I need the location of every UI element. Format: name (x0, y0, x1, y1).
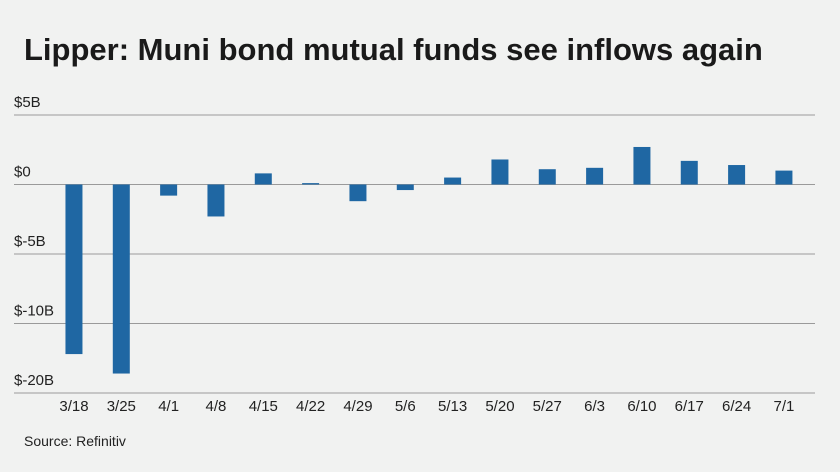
x-tick-label: 5/20 (485, 398, 514, 415)
x-tick-label: 5/13 (438, 398, 467, 415)
bar (538, 169, 556, 185)
bar (112, 184, 130, 374)
bar (775, 170, 793, 185)
x-tick-label: 6/10 (627, 398, 656, 415)
x-tick-label: 6/24 (722, 398, 751, 415)
x-tick-label: 7/1 (774, 398, 795, 415)
bar (633, 146, 651, 185)
x-tick-label: 3/18 (59, 398, 88, 415)
y-tick-label: $-10B (14, 303, 54, 320)
bar (444, 177, 462, 185)
x-tick-label: 4/22 (296, 398, 325, 415)
bar (302, 183, 320, 185)
bar (207, 184, 225, 217)
y-tick-label: $-20B (14, 372, 54, 389)
x-tick-label: 5/27 (533, 398, 562, 415)
chart-title: Lipper: Muni bond mutual funds see inflo… (24, 32, 763, 67)
x-tick-label: 6/3 (584, 398, 605, 415)
x-tick-label: 4/8 (206, 398, 227, 415)
y-tick-label: $0 (14, 164, 31, 181)
source: Source: Refinitiv (24, 433, 126, 449)
x-tick-label: 6/17 (675, 398, 704, 415)
y-tick-label: $-5B (14, 233, 46, 250)
x-tick-label: 5/6 (395, 398, 416, 415)
bar (586, 167, 604, 185)
bar (680, 160, 698, 185)
bar (728, 165, 746, 185)
bar (254, 173, 272, 185)
bar (396, 184, 414, 191)
x-tick-label: 4/15 (249, 398, 278, 415)
x-tick-label: 4/29 (343, 398, 372, 415)
x-tick-label: 3/25 (107, 398, 136, 415)
x-tick-label: 4/1 (158, 398, 179, 415)
bar (160, 184, 178, 196)
y-tick-label: $5B (14, 94, 41, 111)
bar (491, 159, 509, 185)
bar (349, 184, 367, 202)
bar (65, 184, 83, 355)
